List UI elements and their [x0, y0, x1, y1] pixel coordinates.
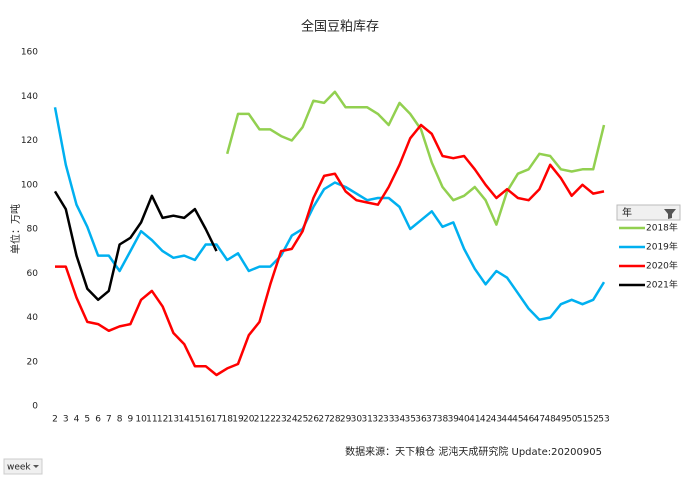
x-tick-label: 33 — [383, 415, 394, 425]
x-tick-label: 52 — [588, 415, 599, 425]
x-tick-label: 48 — [544, 415, 556, 425]
x-tick-label: 53 — [598, 415, 609, 425]
y-axis-label: 单位：万吨 — [9, 204, 22, 254]
field-button[interactable] — [3, 458, 43, 475]
y-tick-label: 60 — [27, 269, 39, 279]
x-tick-label: 5 — [84, 415, 90, 425]
legend-filter[interactable] — [616, 204, 681, 221]
x-tick-label: 41 — [469, 415, 480, 425]
x-tick-label: 4 — [74, 415, 80, 425]
x-tick-label: 14 — [178, 415, 190, 425]
x-tick-label: 7 — [106, 415, 112, 425]
x-tick-label: 32 — [372, 415, 383, 425]
x-tick-label: 47 — [534, 415, 545, 425]
x-tick-label: 26 — [308, 415, 320, 425]
x-tick-label: 16 — [200, 415, 212, 425]
x-tick-label: 25 — [297, 415, 308, 425]
x-tick-label: 17 — [211, 415, 222, 425]
y-tick-label: 120 — [21, 136, 38, 146]
filter-icon — [664, 209, 676, 219]
x-tick-label: 19 — [232, 415, 244, 425]
x-tick-label: 30 — [351, 415, 363, 425]
series-line — [53, 107, 606, 321]
x-tick-label: 21 — [254, 415, 265, 425]
x-tick-label: 50 — [566, 415, 578, 425]
legend-label[interactable]: 2021年 — [646, 279, 678, 291]
x-tick-label: 38 — [437, 415, 449, 425]
x-tick-label: 20 — [243, 415, 255, 425]
legend-title: 年 — [622, 206, 632, 219]
x-tick-label: 45 — [512, 415, 523, 425]
x-tick-label: 40 — [458, 415, 470, 425]
y-tick-label: 140 — [21, 92, 38, 102]
series-line — [225, 90, 606, 226]
legend-label[interactable]: 2019年 — [646, 241, 678, 253]
x-tick-label: 31 — [361, 415, 372, 425]
y-tick-label: 100 — [21, 180, 38, 190]
x-tick-label: 44 — [501, 415, 513, 425]
x-tick-label: 39 — [448, 415, 460, 425]
dropdown-icon — [33, 465, 39, 468]
source-note: 数据来源：天下粮仓 泥沌天成研究院 Update:20200905 — [345, 445, 602, 458]
x-tick-label: 13 — [168, 415, 179, 425]
y-tick-label: 0 — [32, 402, 38, 412]
x-tick-label: 2 — [52, 415, 58, 425]
x-tick-label: 37 — [426, 415, 437, 425]
x-tick-label: 6 — [95, 415, 101, 425]
x-tick-label: 10 — [135, 415, 147, 425]
legend-label[interactable]: 2020年 — [646, 260, 678, 272]
x-tick-label: 36 — [415, 415, 427, 425]
x-tick-label: 9 — [127, 415, 133, 425]
y-tick-label: 80 — [27, 225, 39, 235]
x-tick-label: 8 — [117, 415, 123, 425]
x-tick-label: 22 — [265, 415, 276, 425]
x-tick-label: 42 — [480, 415, 491, 425]
x-tick-label: 49 — [555, 415, 567, 425]
x-tick-label: 46 — [523, 415, 535, 425]
x-tick-label: 15 — [189, 415, 200, 425]
field-button-label: week — [7, 463, 31, 473]
x-tick-label: 29 — [340, 415, 352, 425]
x-tick-label: 34 — [394, 415, 406, 425]
series-line — [55, 123, 605, 377]
y-tick-label: 20 — [27, 357, 39, 367]
x-tick-label: 51 — [577, 415, 588, 425]
x-tick-label: 23 — [275, 415, 286, 425]
x-tick-label: 18 — [222, 415, 234, 425]
chart-title: 全国豆粕库存 — [301, 19, 379, 35]
y-tick-label: 160 — [21, 48, 38, 58]
series-line — [53, 190, 218, 302]
x-tick-label: 43 — [491, 415, 502, 425]
legend-label[interactable]: 2018年 — [646, 222, 678, 234]
x-tick-label: 35 — [405, 415, 416, 425]
y-tick-label: 40 — [27, 313, 39, 323]
x-tick-label: 11 — [146, 415, 157, 425]
x-tick-label: 27 — [318, 415, 329, 425]
x-tick-label: 3 — [63, 415, 69, 425]
x-tick-label: 24 — [286, 415, 298, 425]
x-tick-label: 28 — [329, 415, 341, 425]
x-tick-label: 12 — [157, 415, 168, 425]
